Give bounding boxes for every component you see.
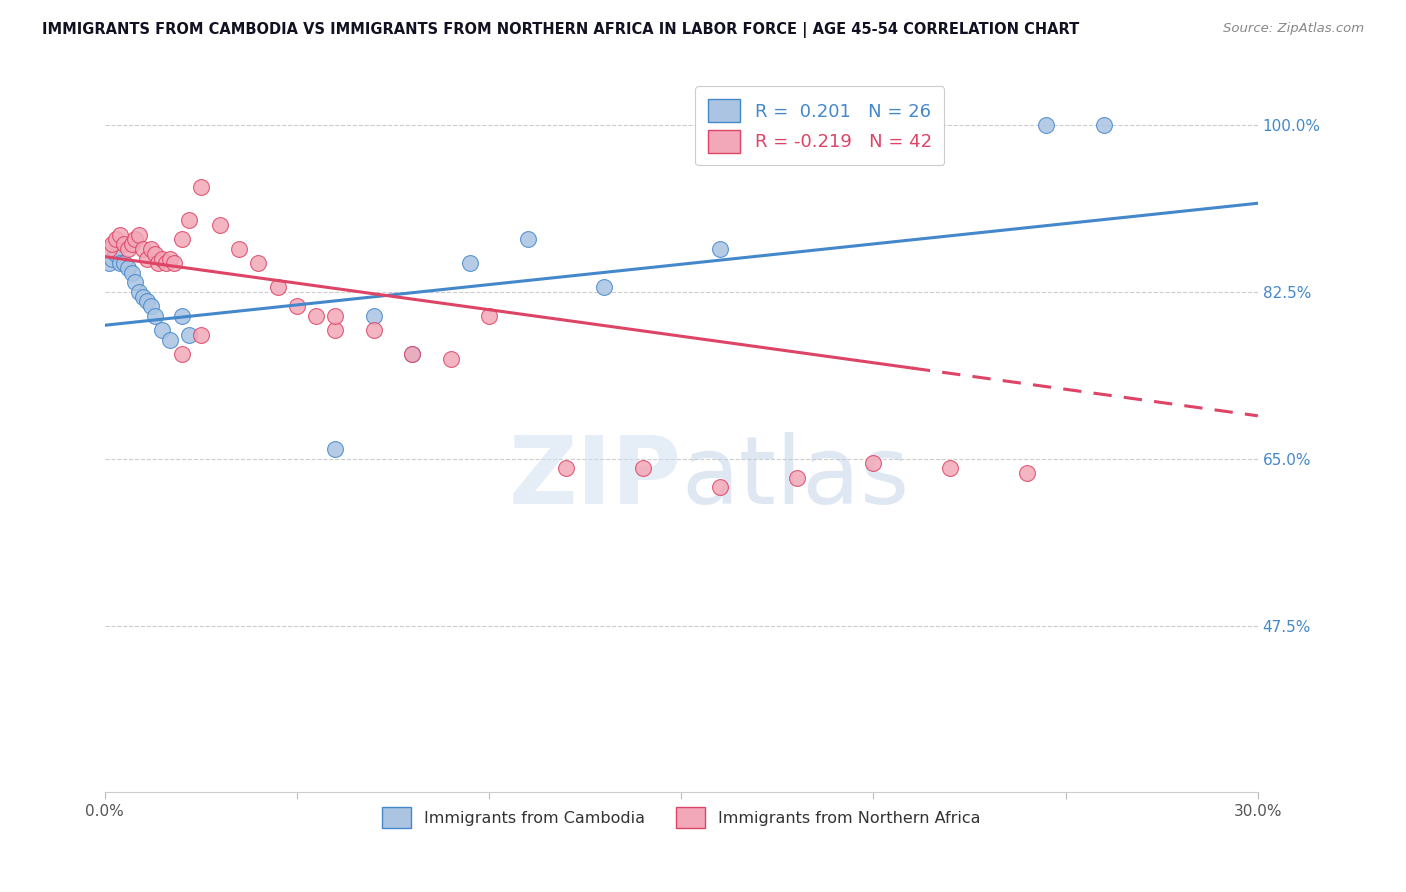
Point bbox=[143, 246, 166, 260]
Text: atlas: atlas bbox=[682, 432, 910, 524]
Point bbox=[478, 309, 501, 323]
Point bbox=[285, 299, 308, 313]
Point bbox=[97, 242, 120, 256]
Point bbox=[148, 256, 170, 270]
Point bbox=[862, 457, 884, 471]
Point bbox=[323, 442, 346, 457]
Point bbox=[155, 256, 177, 270]
Text: IMMIGRANTS FROM CAMBODIA VS IMMIGRANTS FROM NORTHERN AFRICA IN LABOR FORCE | AGE: IMMIGRANTS FROM CAMBODIA VS IMMIGRANTS F… bbox=[42, 22, 1080, 38]
Point bbox=[939, 461, 962, 475]
Point bbox=[179, 213, 201, 227]
Point bbox=[150, 323, 173, 337]
Point bbox=[139, 299, 162, 313]
Point bbox=[401, 347, 423, 361]
Point bbox=[458, 256, 481, 270]
Point bbox=[363, 309, 385, 323]
Point bbox=[136, 294, 159, 309]
Point bbox=[1092, 118, 1115, 132]
Point bbox=[121, 237, 143, 252]
Point bbox=[105, 246, 128, 260]
Point bbox=[159, 252, 181, 266]
Point bbox=[247, 256, 270, 270]
Point bbox=[112, 256, 135, 270]
Point bbox=[108, 227, 131, 242]
Legend: Immigrants from Cambodia, Immigrants from Northern Africa: Immigrants from Cambodia, Immigrants fro… bbox=[375, 801, 987, 834]
Point bbox=[179, 327, 201, 342]
Point bbox=[150, 252, 173, 266]
Point bbox=[323, 309, 346, 323]
Point bbox=[709, 480, 731, 494]
Point bbox=[266, 280, 288, 294]
Point bbox=[139, 242, 162, 256]
Point bbox=[170, 347, 193, 361]
Point bbox=[108, 256, 131, 270]
Point bbox=[128, 227, 150, 242]
Point bbox=[124, 232, 146, 246]
Point bbox=[228, 242, 250, 256]
Point bbox=[143, 309, 166, 323]
Point bbox=[363, 323, 385, 337]
Point bbox=[132, 242, 155, 256]
Point bbox=[305, 309, 328, 323]
Point bbox=[163, 256, 186, 270]
Point bbox=[593, 280, 616, 294]
Point bbox=[117, 261, 139, 276]
Point bbox=[170, 309, 193, 323]
Point bbox=[159, 333, 181, 347]
Point bbox=[117, 242, 139, 256]
Text: ZIP: ZIP bbox=[509, 432, 682, 524]
Point bbox=[440, 351, 463, 366]
Point bbox=[112, 237, 135, 252]
Point bbox=[401, 347, 423, 361]
Point bbox=[97, 256, 120, 270]
Point bbox=[132, 290, 155, 304]
Point bbox=[101, 252, 124, 266]
Point bbox=[1017, 466, 1039, 480]
Point bbox=[323, 323, 346, 337]
Point bbox=[1035, 118, 1057, 132]
Point bbox=[208, 218, 231, 232]
Point bbox=[190, 180, 212, 194]
Point bbox=[516, 232, 538, 246]
Point bbox=[709, 242, 731, 256]
Point bbox=[128, 285, 150, 299]
Point bbox=[136, 252, 159, 266]
Point bbox=[124, 276, 146, 290]
Point bbox=[101, 237, 124, 252]
Point bbox=[190, 327, 212, 342]
Point bbox=[555, 461, 578, 475]
Point bbox=[631, 461, 654, 475]
Point bbox=[105, 232, 128, 246]
Text: Source: ZipAtlas.com: Source: ZipAtlas.com bbox=[1223, 22, 1364, 36]
Point bbox=[786, 471, 808, 485]
Point bbox=[170, 232, 193, 246]
Point bbox=[121, 266, 143, 280]
